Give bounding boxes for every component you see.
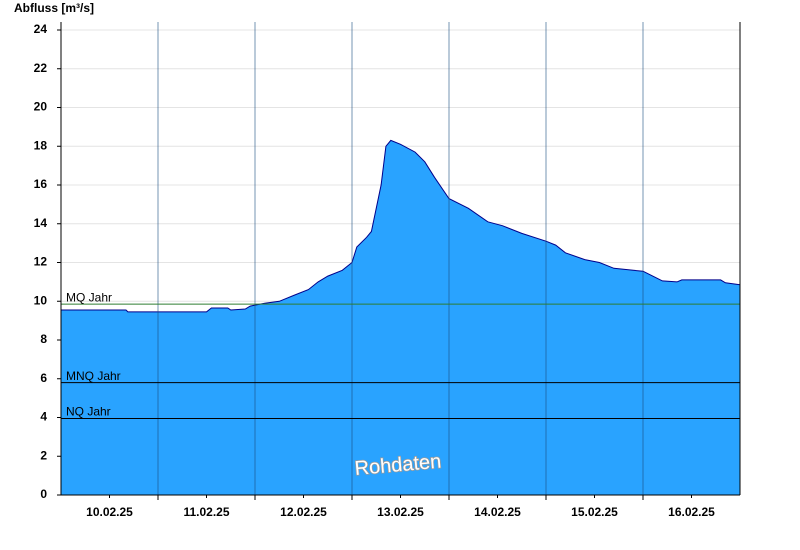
x-tick-label: 13.02.25 xyxy=(377,505,424,519)
x-tick-label: 14.02.25 xyxy=(474,505,521,519)
y-tick-label: 24 xyxy=(34,22,48,36)
x-tick-label: 11.02.25 xyxy=(183,505,229,519)
x-tick-label: 16.02.25 xyxy=(668,505,715,519)
y-tick-label: 2 xyxy=(40,448,47,462)
y-tick-label: 20 xyxy=(34,100,48,114)
reference-label: MNQ Jahr xyxy=(66,369,121,383)
y-tick-label: 6 xyxy=(40,371,47,385)
x-tick-label: 15.02.25 xyxy=(571,505,618,519)
x-tick-label: 10.02.25 xyxy=(86,505,133,519)
y-tick-label: 18 xyxy=(34,138,48,152)
y-tick-label: 22 xyxy=(34,61,48,75)
y-tick-label: 4 xyxy=(40,410,47,424)
area-line xyxy=(61,139,741,313)
area xyxy=(61,140,740,495)
y-tick-label: 12 xyxy=(34,255,48,269)
reference-label: MQ Jahr xyxy=(66,290,112,304)
y-tick-label: 16 xyxy=(34,177,48,191)
y-tick-label: 0 xyxy=(40,487,47,501)
y-tick-label: 8 xyxy=(40,332,47,346)
reference-label: NQ Jahr xyxy=(66,405,111,419)
y-tick-label: 10 xyxy=(34,293,48,307)
y-tick-label: 14 xyxy=(34,216,48,230)
y-axis-label: Abfluss [m³/s] xyxy=(14,1,94,15)
x-tick-label: 12.02.25 xyxy=(280,505,327,519)
